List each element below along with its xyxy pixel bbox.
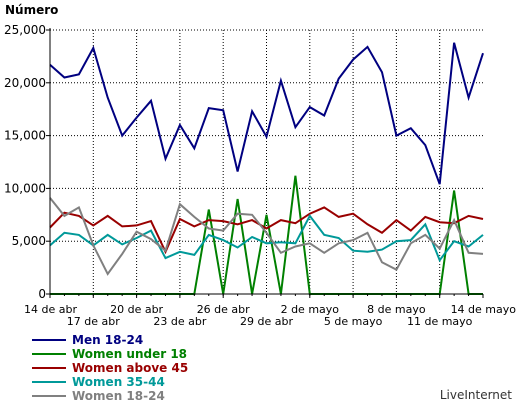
series-line-women-35-44 — [49, 214, 484, 263]
y-tick-label: 10,000 — [4, 181, 46, 195]
chart-grid — [50, 29, 483, 294]
x-tick-label: 29 de abr — [240, 315, 293, 328]
y-tick-label: 20,000 — [4, 76, 46, 90]
x-tick-label: 11 de mayo — [407, 315, 473, 328]
y-axis-title: Número — [5, 3, 59, 17]
x-tick-label: 26 de abr — [197, 303, 250, 316]
legend-label: Women 18-24 — [72, 389, 165, 403]
x-tick-label: 14 de mayo — [451, 303, 517, 316]
legend-label: Women under 18 — [72, 347, 188, 361]
x-tick-label: 8 de mayo — [367, 303, 426, 316]
series-line-women-18-24 — [49, 197, 484, 276]
legend-item: Women above 45 — [32, 361, 188, 375]
legend-swatch — [32, 339, 66, 341]
legend-item: Men 18-24 — [32, 333, 188, 347]
legend-item: Women under 18 — [32, 347, 188, 361]
series-line-women-above-45 — [49, 206, 484, 255]
x-tick-label: 23 de abr — [153, 315, 206, 328]
legend-swatch — [32, 395, 66, 397]
y-tick-label: 5,000 — [12, 234, 46, 248]
legend-label: Women above 45 — [72, 361, 189, 375]
x-tick-label: 5 de mayo — [324, 315, 383, 328]
series-line-men-18-24 — [49, 42, 484, 185]
legend-swatch — [32, 367, 66, 369]
x-tick-label: 14 de abr — [24, 303, 77, 316]
y-tick-label: 0 — [38, 287, 46, 301]
y-tick-label: 15,000 — [4, 129, 46, 143]
x-tick-label: 2 de mayo — [281, 303, 340, 316]
legend-swatch — [32, 353, 66, 355]
legend-label: Men 18-24 — [72, 333, 144, 347]
legend-label: Women 35-44 — [72, 375, 165, 389]
y-tick-label: 25,000 — [4, 23, 46, 37]
legend-item: Women 35-44 — [32, 375, 188, 389]
x-tick-label: 20 de abr — [110, 303, 163, 316]
x-tick-label: 17 de abr — [67, 315, 120, 328]
legend-swatch — [32, 381, 66, 383]
chart-legend: Men 18-24 Women under 18 Women above 45 Wom… — [32, 333, 188, 403]
brand-label: LiveInternet — [439, 388, 512, 402]
legend-item: Women 18-24 — [32, 389, 188, 403]
